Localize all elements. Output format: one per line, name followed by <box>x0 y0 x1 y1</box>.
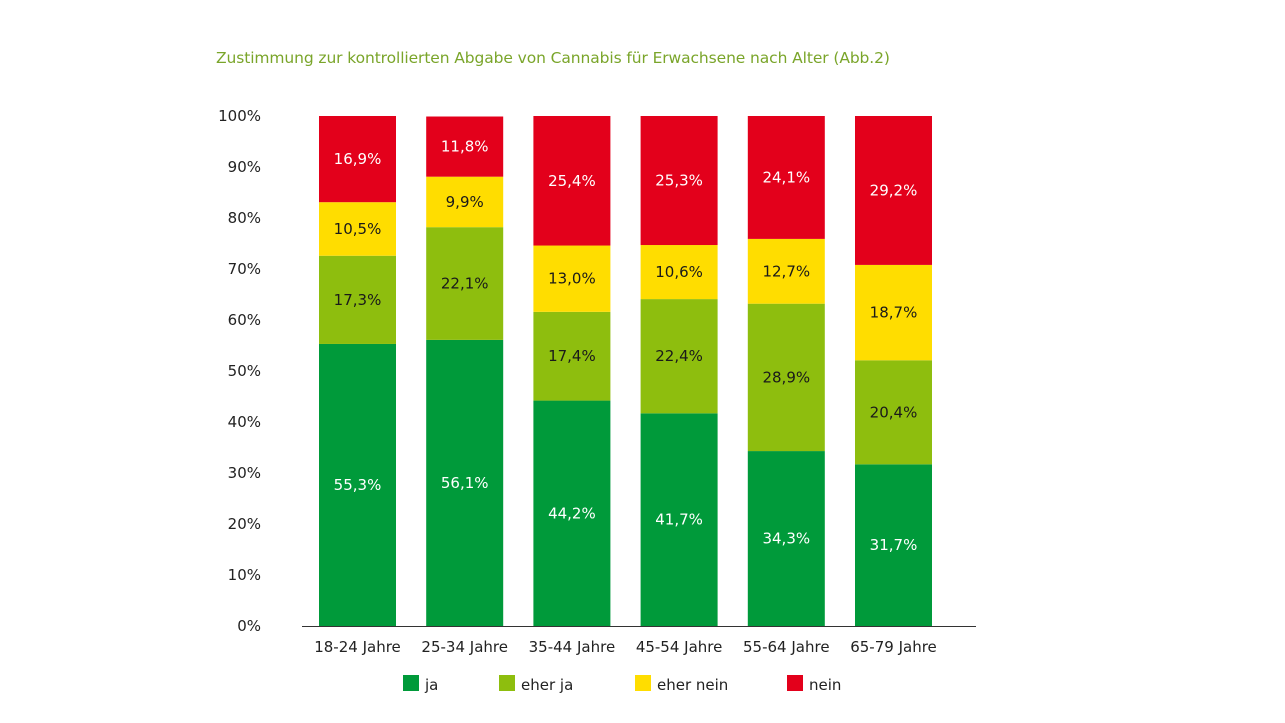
bar-segment-eher-nein <box>319 202 396 256</box>
bar-value-label: 29,2% <box>870 181 918 199</box>
x-category-label: 25-34 Jahre <box>421 638 508 656</box>
bar-segment-ja <box>319 343 396 626</box>
x-category-label: 45-54 Jahre <box>636 638 723 656</box>
bar-segment-eher-ja <box>747 303 825 452</box>
bar-segment-nein <box>426 116 504 177</box>
bar-segment-ja <box>426 339 504 626</box>
bar-value-label: 16,9% <box>334 150 382 168</box>
legend-label: nein <box>809 676 841 694</box>
legend-label: ja <box>424 676 438 694</box>
bar-segment-eher-nein <box>640 245 718 300</box>
y-axis: 0% 10% 20% 30% 40% 50% 60% 70% 80% 90% 100% <box>218 107 261 635</box>
bar-segment-eher-ja <box>426 227 504 340</box>
legend-swatch <box>635 675 651 691</box>
legend-label: eher nein <box>657 676 728 694</box>
bar-segment-ja <box>747 451 825 626</box>
y-tick-label: 100% <box>218 107 261 125</box>
bar-value-label: 25,3% <box>655 172 703 190</box>
bar-value-label: 28,9% <box>762 368 810 386</box>
bar-value-label: 56,1% <box>441 474 489 492</box>
bar-value-label: 10,6% <box>655 263 703 281</box>
bar-value-label: 18,7% <box>870 304 918 322</box>
bar-value-label: 31,7% <box>870 536 918 554</box>
legend-swatch <box>403 675 419 691</box>
y-tick-label: 40% <box>228 413 261 431</box>
bar-value-label: 22,1% <box>441 275 489 293</box>
bar-value-label: 11,8% <box>441 138 489 156</box>
legend: ja eher ja eher nein nein <box>403 675 841 694</box>
x-axis: 18-24 Jahre 25-34 Jahre 35-44 Jahre 45-54 J… <box>302 626 976 656</box>
bar-value-label: 24,1% <box>762 168 810 186</box>
y-tick-label: 20% <box>228 515 261 533</box>
bar-segment-ja <box>855 464 932 626</box>
x-category-label: 35-44 Jahre <box>529 638 616 656</box>
bars: 55,3% 17,3% 10,5% 16,9% 56,1% 22,1% 9,9% 11,8% 4… <box>319 116 932 626</box>
chart-title: Zustimmung zur kontrollierten Abgabe von… <box>216 49 890 67</box>
bar-value-label: 13,0% <box>548 270 596 288</box>
bar-segment-eher-nein <box>533 245 611 312</box>
x-category-label: 18-24 Jahre <box>314 638 401 656</box>
x-category-label: 55-64 Jahre <box>743 638 830 656</box>
bar-value-label: 20,4% <box>870 403 918 421</box>
bar-segment-eher-ja <box>855 360 932 465</box>
bar-segment-eher-nein <box>426 176 504 228</box>
bar-segment-nein <box>319 116 396 203</box>
legend-swatch <box>787 675 803 691</box>
bar-value-label: 44,2% <box>548 504 596 522</box>
y-tick-label: 80% <box>228 209 261 227</box>
bar-segment-nein <box>855 116 932 265</box>
legend-label: eher ja <box>521 676 573 694</box>
bar-value-label: 34,3% <box>762 530 810 548</box>
bar-segment-nein <box>533 116 611 246</box>
bar-value-label: 25,4% <box>548 172 596 190</box>
bar-value-label: 9,9% <box>446 193 484 211</box>
bar-segment-eher-nein <box>855 264 932 361</box>
y-tick-label: 90% <box>228 158 261 176</box>
bar-segment-ja <box>640 413 718 626</box>
y-tick-label: 0% <box>237 617 261 635</box>
bar-segment-eher-ja <box>319 255 396 344</box>
bar-segment-eher-nein <box>747 238 825 304</box>
bar-segment-nein <box>640 116 718 246</box>
bar-segment-ja <box>533 400 611 626</box>
y-tick-label: 50% <box>228 362 261 380</box>
bar-value-label: 10,5% <box>334 220 382 238</box>
bar-segment-eher-ja <box>533 311 611 401</box>
y-tick-label: 30% <box>228 464 261 482</box>
y-tick-label: 60% <box>228 311 261 329</box>
bar-value-label: 12,7% <box>762 262 810 280</box>
bar-segment-eher-ja <box>640 299 718 414</box>
legend-swatch <box>499 675 515 691</box>
bar-value-label: 17,4% <box>548 347 596 365</box>
bar-value-label: 22,4% <box>655 347 703 365</box>
y-tick-label: 70% <box>228 260 261 278</box>
bar-value-label: 55,3% <box>334 476 382 494</box>
bar-value-label: 41,7% <box>655 511 703 529</box>
y-tick-label: 10% <box>228 566 261 584</box>
bar-value-label: 17,3% <box>334 291 382 309</box>
x-category-label: 65-79 Jahre <box>850 638 937 656</box>
bar-segment-nein <box>747 116 825 239</box>
